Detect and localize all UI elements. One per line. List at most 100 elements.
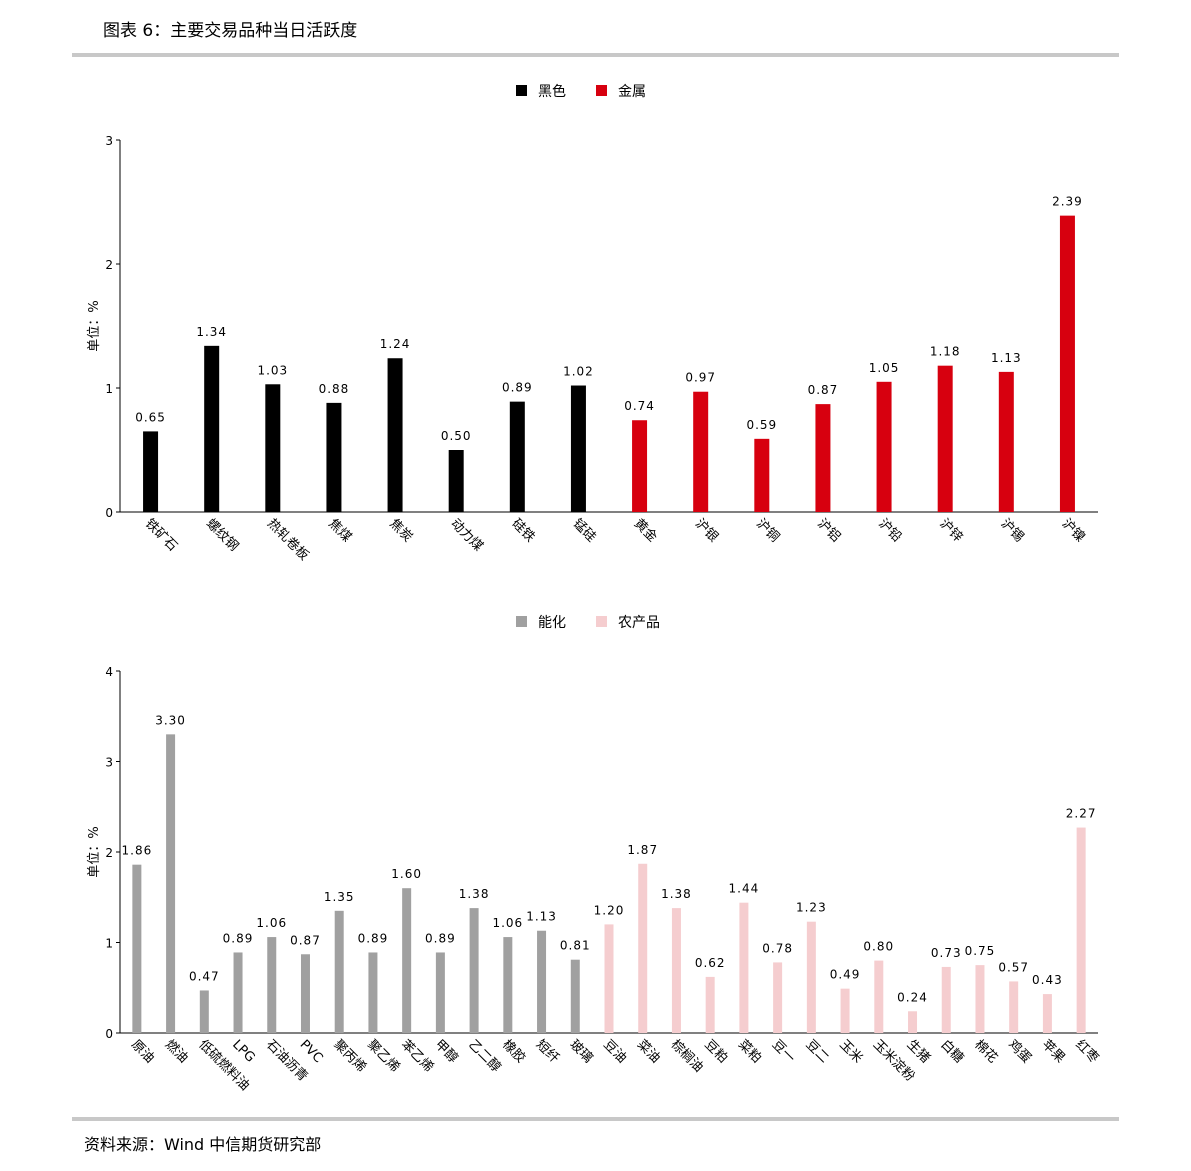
category-label: 玻璃 bbox=[566, 1037, 595, 1066]
bar bbox=[132, 864, 142, 1033]
bar bbox=[806, 921, 816, 1033]
data-label: 0.57 bbox=[998, 960, 1029, 974]
data-label: 0.89 bbox=[502, 381, 533, 395]
bar bbox=[604, 924, 614, 1033]
y-axis-label: 单位：% bbox=[87, 826, 102, 877]
bar bbox=[908, 1011, 918, 1033]
category-label: 短纤 bbox=[533, 1037, 562, 1066]
bar bbox=[326, 402, 342, 512]
category-label: 棉花 bbox=[971, 1037, 1001, 1067]
data-label: 0.88 bbox=[319, 382, 350, 396]
category-label: 沪银 bbox=[692, 516, 722, 546]
bar bbox=[773, 962, 783, 1033]
bar bbox=[537, 930, 547, 1033]
bar bbox=[840, 988, 850, 1033]
data-label: 1.06 bbox=[256, 916, 287, 930]
category-label: 沪锌 bbox=[936, 516, 966, 546]
category-label: 苯乙烯 bbox=[398, 1037, 436, 1075]
bar bbox=[265, 384, 281, 512]
y-tick-label: 3 bbox=[105, 134, 113, 148]
bar bbox=[435, 952, 445, 1033]
category-label: 燃油 bbox=[162, 1037, 192, 1067]
bar bbox=[503, 937, 513, 1033]
category-label: 豆油 bbox=[600, 1037, 629, 1066]
bar bbox=[233, 952, 243, 1033]
data-label: 0.47 bbox=[189, 969, 220, 983]
category-label: PVC bbox=[297, 1037, 326, 1066]
data-label: 1.06 bbox=[492, 916, 523, 930]
category-label: 硅铁 bbox=[508, 516, 537, 545]
data-label: 1.60 bbox=[391, 867, 422, 881]
bar bbox=[509, 401, 525, 512]
data-label: 0.97 bbox=[685, 371, 716, 385]
category-label: 铁矿石 bbox=[142, 516, 180, 554]
data-label: 0.43 bbox=[1032, 973, 1063, 987]
category-label: 红枣 bbox=[1072, 1037, 1102, 1067]
data-label: 1.44 bbox=[729, 882, 760, 896]
bar bbox=[693, 391, 709, 512]
source-note: 资料来源：Wind 中信期货研究部 bbox=[84, 1135, 322, 1154]
bar bbox=[998, 371, 1014, 512]
category-label: 甲醇 bbox=[432, 1037, 462, 1067]
category-label: 沪铜 bbox=[753, 516, 783, 546]
bar bbox=[754, 438, 770, 512]
data-label: 1.86 bbox=[122, 844, 153, 858]
data-label: 3.30 bbox=[155, 713, 186, 727]
data-label: 1.18 bbox=[930, 345, 961, 359]
data-label: 0.87 bbox=[290, 933, 321, 947]
category-label: 豆二 bbox=[803, 1037, 832, 1066]
category-label: 玉米 bbox=[836, 1037, 865, 1066]
legend-swatch bbox=[596, 85, 607, 96]
data-label: 0.89 bbox=[425, 931, 456, 945]
bar bbox=[739, 902, 749, 1033]
category-label: 聚丙烯 bbox=[330, 1037, 368, 1075]
data-label: 0.87 bbox=[808, 383, 839, 397]
bar bbox=[1059, 215, 1075, 512]
bar bbox=[632, 420, 648, 512]
category-label: LPG bbox=[229, 1037, 257, 1065]
category-label: 豆粕 bbox=[701, 1037, 730, 1066]
bar bbox=[570, 385, 586, 512]
y-tick-label: 0 bbox=[105, 1027, 113, 1041]
data-label: 1.03 bbox=[257, 363, 288, 377]
data-label: 0.49 bbox=[830, 968, 861, 982]
bar bbox=[876, 381, 892, 512]
category-label: 热轧卷板 bbox=[264, 516, 312, 564]
data-label: 1.87 bbox=[627, 843, 658, 857]
bar bbox=[1076, 827, 1086, 1033]
data-label: 0.24 bbox=[897, 990, 928, 1004]
data-label: 0.80 bbox=[863, 940, 894, 954]
bar bbox=[705, 976, 715, 1033]
category-label: 焦炭 bbox=[386, 516, 415, 545]
bar bbox=[166, 734, 176, 1033]
top-rule bbox=[72, 53, 1119, 57]
chart-black-metals: 黑色 金属 0 1 2 3 单位：% 0.65 铁矿石 1.34 螺纹钢 1.03 热轧卷板 0.88 焦煤… bbox=[87, 83, 1098, 564]
data-label: 2.39 bbox=[1052, 195, 1083, 209]
legend-label: 能化 bbox=[538, 615, 566, 631]
category-label: 原油 bbox=[128, 1037, 157, 1066]
category-label: 动力煤 bbox=[447, 516, 485, 554]
category-label: 锰硅 bbox=[570, 516, 599, 545]
y-tick-label: 0 bbox=[105, 506, 113, 520]
data-label: 1.05 bbox=[869, 361, 900, 375]
category-label: 苹果 bbox=[1039, 1037, 1068, 1066]
category-label: 黄金 bbox=[631, 516, 661, 546]
bar bbox=[1009, 981, 1019, 1033]
data-label: 1.20 bbox=[594, 903, 625, 917]
bar bbox=[387, 358, 403, 512]
y-tick-label: 3 bbox=[105, 756, 113, 770]
legend-swatch bbox=[596, 616, 607, 627]
y-tick-label: 2 bbox=[105, 258, 113, 272]
data-label: 0.73 bbox=[931, 946, 962, 960]
category-label: 沪锡 bbox=[997, 516, 1027, 546]
legend-swatch bbox=[516, 616, 527, 627]
bar bbox=[975, 965, 985, 1033]
data-label: 1.38 bbox=[661, 887, 692, 901]
y-tick-label: 1 bbox=[105, 382, 113, 396]
data-label: 0.78 bbox=[762, 941, 793, 955]
bar bbox=[300, 954, 310, 1033]
bar bbox=[469, 908, 479, 1033]
bar bbox=[143, 431, 159, 512]
category-label: 橡胶 bbox=[499, 1037, 529, 1067]
